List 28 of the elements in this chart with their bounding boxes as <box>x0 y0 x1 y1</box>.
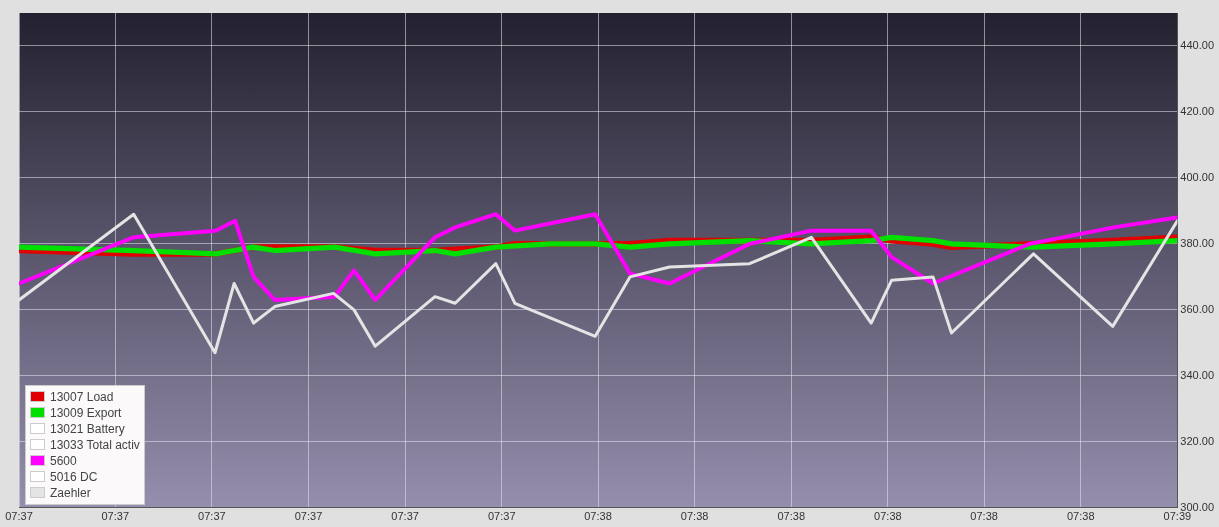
x-tick-label: 07:37 <box>294 510 323 523</box>
y-tick-label: 320.00 <box>1180 434 1215 447</box>
y-tick-label: 380.00 <box>1180 236 1215 249</box>
x-tick-label: 07:37 <box>487 510 516 523</box>
x-tick-label: 07:38 <box>777 510 805 523</box>
x-tick-label: 07:37 <box>101 510 130 523</box>
legend-label: 5600 <box>50 453 77 468</box>
legend-label: Zaehler <box>50 485 91 500</box>
x-tick-label: 07:37 <box>198 510 226 523</box>
legend-label: 5016 DC <box>50 469 98 484</box>
y-tick-label: 340.00 <box>1180 368 1215 381</box>
y-tick-label: 360.00 <box>1180 302 1215 315</box>
y-tick-label: 400.00 <box>1180 170 1215 183</box>
x-tick-label: 07:38 <box>1066 510 1095 523</box>
x-tick-label: 07:38 <box>680 510 709 523</box>
y-tick-label: 440.00 <box>1180 39 1215 52</box>
y-tick-label: 300.00 <box>1180 500 1215 513</box>
x-tick-label: 07:37 <box>391 510 419 523</box>
y-tick-label: 420.00 <box>1180 104 1215 117</box>
legend-label: 13033 Total activ <box>50 437 140 452</box>
legend-label: 13009 Export <box>50 405 122 420</box>
x-tick-label: 07:38 <box>970 510 998 523</box>
legend-label: 13021 Battery <box>50 421 125 436</box>
x-tick-label: 07:37 <box>5 510 33 523</box>
legend-label: 13007 Load <box>50 389 114 404</box>
x-tick-label: 07:38 <box>874 510 902 523</box>
x-tick-label: 07:39 <box>1163 510 1192 523</box>
x-tick-label: 07:38 <box>584 510 612 523</box>
